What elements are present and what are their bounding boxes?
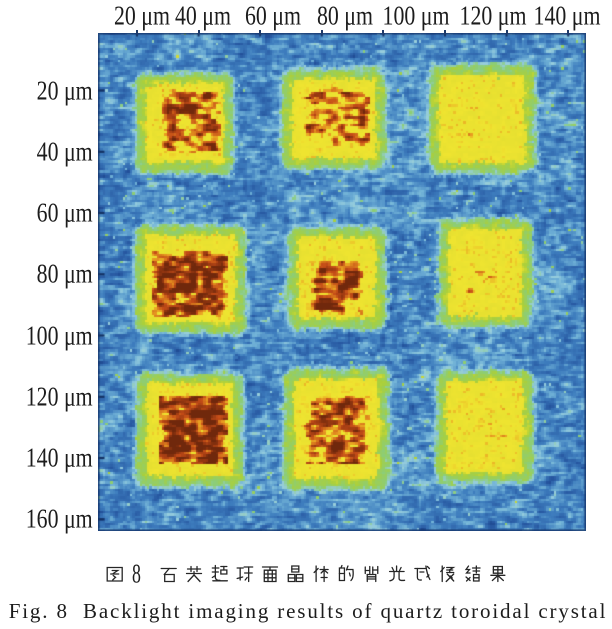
svg-text:8: 8: [132, 564, 141, 584]
